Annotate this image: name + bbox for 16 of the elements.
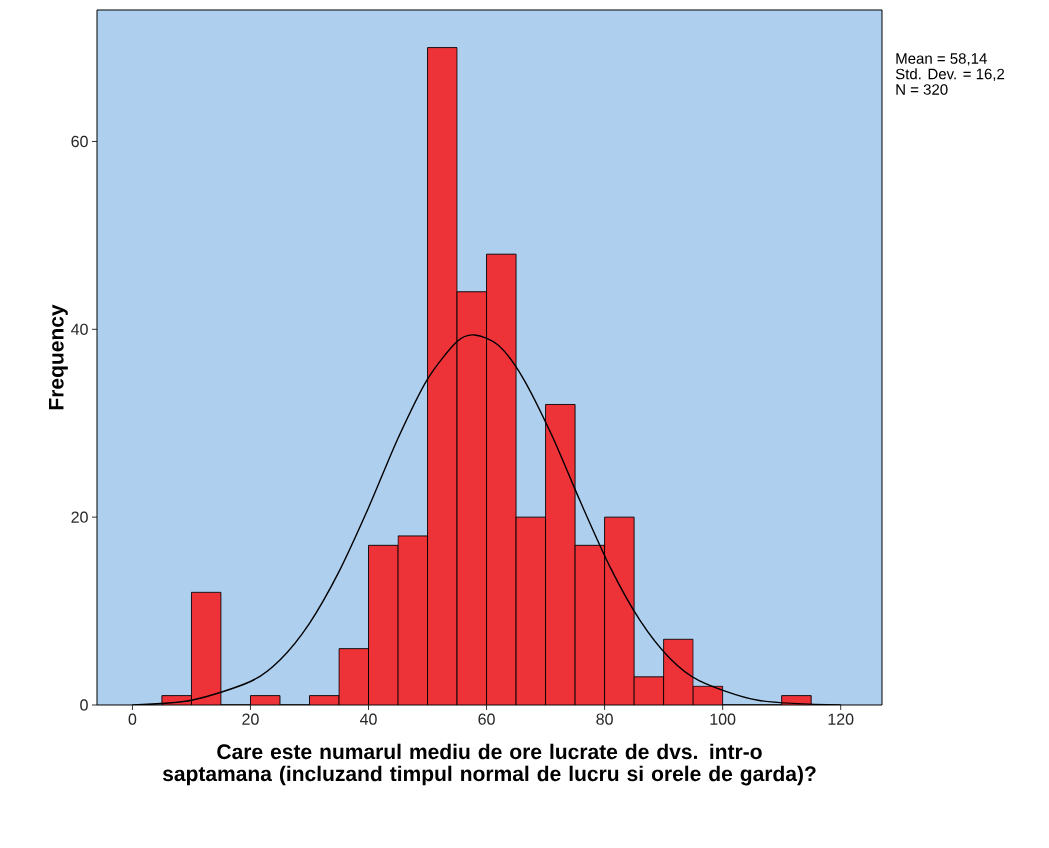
x-tick-label: 20 bbox=[242, 713, 259, 725]
text: Std. Dev. = 16,2 bbox=[895, 68, 1005, 82]
x-tick-label: 120 bbox=[828, 713, 854, 725]
x-tick-label: 80 bbox=[596, 713, 613, 725]
x-tick-label: 0 bbox=[128, 713, 137, 725]
y-tick-label: 60 bbox=[71, 135, 88, 148]
text: N = 320 bbox=[896, 84, 948, 95]
x-tick-label: 40 bbox=[359, 713, 377, 725]
y-tick-label: 20 bbox=[71, 511, 88, 523]
x-tick-label: 60 bbox=[478, 713, 495, 725]
y-tick-label: 0 bbox=[80, 699, 88, 711]
y-tick-label: 40 bbox=[71, 323, 88, 335]
x-axis-title: Care este numarul mediu de ore lucrate de dvs. intr-o saptamana (incluzand timpul normal de lucru si orele de garda)? bbox=[162, 743, 816, 786]
y-axis-title: Frequency bbox=[49, 304, 68, 410]
x-tick-label: 100 bbox=[710, 713, 736, 725]
text: Mean = 58,14 bbox=[896, 53, 987, 66]
